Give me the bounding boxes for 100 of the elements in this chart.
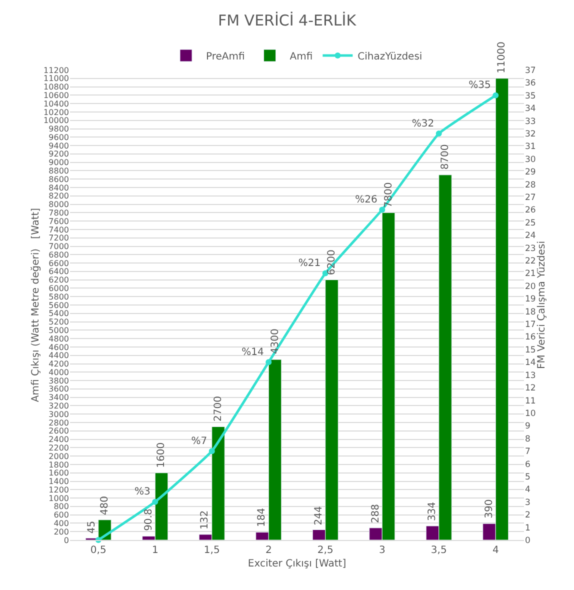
- y-tick-label: 7000: [48, 242, 69, 252]
- data-label: %7: [191, 436, 208, 447]
- y-tick-label: 600: [54, 510, 69, 520]
- y-tick-label: 3800: [48, 376, 69, 386]
- y-tick-label: 7200: [48, 234, 69, 243]
- y2-tick-label: 12: [525, 384, 536, 394]
- data-label: 6200: [326, 250, 338, 276]
- y2-tick-label: 37: [525, 66, 536, 76]
- legend-label: CihazYüzdesi: [358, 51, 422, 62]
- y2-tick-label: 28: [525, 180, 536, 190]
- y-tick-label: 3000: [48, 410, 69, 419]
- y2-axis-title: FM Verici Çalışma Yüzdesi: [536, 240, 548, 370]
- y2-tick-label: 23: [525, 244, 536, 254]
- x-axis-title: Exciter Çıkışı [Watt]: [248, 558, 346, 570]
- y-tick-label: 7800: [48, 208, 69, 218]
- y2-tick-label: 22: [525, 256, 536, 267]
- y2-tick-label: 14: [525, 358, 536, 368]
- y-tick-label: 11200: [44, 66, 69, 75]
- y2-tick-label: 16: [525, 332, 536, 343]
- data-label: %32: [412, 118, 434, 130]
- y2-tick-label: 33: [525, 116, 536, 127]
- y-tick-label: 400: [54, 519, 69, 528]
- y-tick-label: 6600: [48, 258, 69, 268]
- y-tick-label: 2800: [48, 418, 69, 428]
- y-axis-title: Amfi Çıkışı (Watt Metre değeri) [Watt]: [30, 208, 42, 402]
- data-label: %14: [242, 346, 264, 358]
- y2-tick-label: 5: [525, 472, 530, 482]
- y-tick-label: 9200: [48, 150, 69, 159]
- y-tick-label: 6800: [48, 250, 69, 260]
- y-tick-label: 8000: [48, 200, 69, 210]
- data-label: 90.8: [144, 508, 155, 531]
- y2-tick-label: 18: [525, 307, 536, 318]
- x-tick-label: 1,5: [204, 545, 220, 556]
- data-label: %35: [468, 80, 491, 92]
- data-label: 288: [370, 504, 382, 524]
- data-label: 4300: [270, 328, 281, 354]
- y-tick-label: 5600: [48, 300, 69, 310]
- y-tick-label: 9400: [48, 141, 69, 150]
- y-tick-label: 2200: [48, 443, 69, 452]
- data-label: %3: [134, 486, 150, 498]
- y2-tick-label: 24: [525, 231, 536, 242]
- point: [208, 448, 215, 454]
- y2-tick-label: 36: [525, 78, 536, 89]
- y-tick-label: 5400: [48, 309, 69, 318]
- y-tick-label: 800: [54, 502, 69, 512]
- y-tick-label: 4400: [48, 351, 69, 360]
- y2-tick-label: 9: [525, 422, 530, 432]
- y-tick-label: 4800: [48, 334, 69, 344]
- y-tick-label: 1800: [48, 460, 69, 470]
- data-label: 244: [314, 506, 325, 526]
- y-tick-label: 3200: [48, 402, 69, 411]
- y-tick-label: 4000: [48, 368, 69, 377]
- y-tick-label: 8800: [48, 166, 69, 176]
- y2-tick-label: 6: [525, 460, 530, 470]
- data-label: 11000: [496, 42, 508, 74]
- y-tick-label: 9000: [48, 158, 69, 168]
- y-tick-label: 6200: [48, 276, 69, 285]
- y-tick-label: 9600: [48, 132, 69, 142]
- data-label: %21: [298, 258, 321, 269]
- y2-tick-label: 25: [525, 218, 536, 228]
- y-tick-label: 7400: [48, 225, 69, 234]
- y2-tick-label: 7: [525, 447, 530, 458]
- y-tick-label: 4200: [48, 360, 69, 369]
- data-label: 390: [484, 499, 496, 518]
- y-tick-label: 3600: [48, 384, 69, 394]
- data-label: 7800: [383, 182, 394, 208]
- point: [152, 498, 158, 505]
- data-label: 132: [200, 510, 211, 530]
- x-tick-label: 3,5: [430, 545, 447, 556]
- point: [436, 130, 442, 137]
- y2-tick-label: 8: [525, 434, 530, 444]
- y-tick-label: 1600: [48, 468, 69, 478]
- y-tick-label: 2600: [48, 426, 69, 436]
- data-label: 45: [86, 520, 98, 534]
- y-tick-label: 3400: [48, 393, 69, 402]
- data-label: 480: [99, 496, 110, 516]
- y-tick-label: 4600: [48, 342, 69, 352]
- y-tick-label: 200: [54, 527, 69, 536]
- y2-tick-label: 20: [525, 282, 536, 292]
- y2-tick-label: 13: [525, 370, 536, 381]
- y2-tick-label: 31: [525, 142, 536, 152]
- y2-tick-label: 26: [525, 206, 536, 216]
- y2-tick-label: 29: [525, 168, 536, 178]
- y-tick-label: 5000: [48, 326, 69, 335]
- x-tick-label: 4: [492, 545, 499, 556]
- y-tick-label: 10400: [44, 99, 69, 108]
- y-tick-label: 8200: [48, 192, 69, 201]
- y-tick-label: 1000: [48, 494, 69, 503]
- y2-tick-label: 0: [525, 536, 530, 546]
- y2-tick-label: 30: [525, 154, 536, 165]
- y-tick-label: 10200: [44, 108, 69, 117]
- y2-tick-label: 15: [525, 345, 536, 356]
- data-label: 2700: [213, 396, 224, 422]
- y2-tick-label: 35: [525, 91, 536, 102]
- data-label: 184: [256, 508, 268, 528]
- y2-tick-label: 32: [525, 129, 536, 140]
- y-tick-label: 5200: [48, 318, 69, 327]
- y-tick-label: 1400: [48, 477, 69, 486]
- x-tick-label: 0,5: [90, 545, 106, 556]
- y-tick-label: 2000: [48, 452, 69, 461]
